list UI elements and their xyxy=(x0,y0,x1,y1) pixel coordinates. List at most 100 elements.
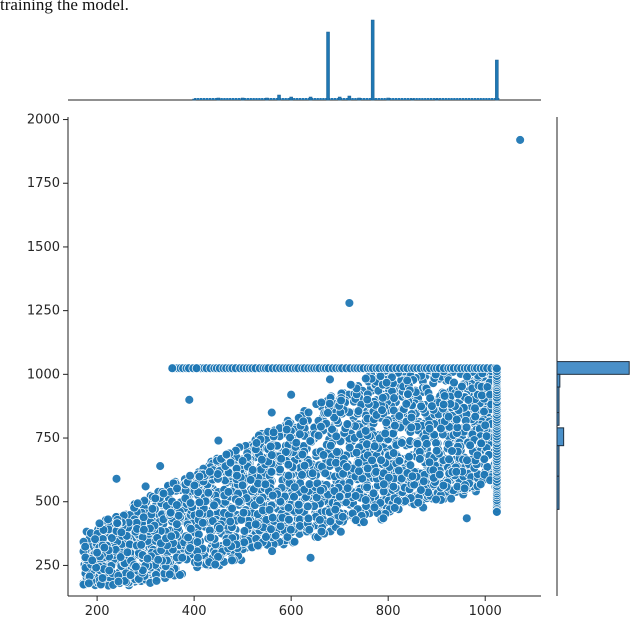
scatter-points xyxy=(78,135,525,591)
scatter-point xyxy=(239,526,250,536)
scatter-point xyxy=(354,466,364,476)
scatter-point xyxy=(342,483,353,493)
scatter-point xyxy=(238,507,249,518)
scatter-point xyxy=(313,430,324,441)
scatter-point xyxy=(424,457,435,468)
top-hist-bar xyxy=(485,98,488,100)
scatter-point xyxy=(462,371,472,382)
scatter-point xyxy=(237,480,248,491)
scatter-point xyxy=(324,398,335,409)
top-hist-bar xyxy=(211,98,215,100)
scatter-point xyxy=(172,500,182,510)
scatter-point xyxy=(136,540,146,550)
top-hist-bar xyxy=(368,98,372,100)
top-hist-bar xyxy=(231,98,235,100)
scatter-point xyxy=(227,503,237,514)
right-hist-bar xyxy=(556,475,560,510)
top-hist-bar xyxy=(476,98,479,100)
scatter-point xyxy=(142,553,153,564)
scatter-point xyxy=(390,420,400,431)
top-hist-bar xyxy=(261,98,264,100)
scatter-point xyxy=(304,525,315,535)
top-hist-bar xyxy=(394,98,398,100)
scatter-point xyxy=(362,463,373,474)
scatter-point xyxy=(479,454,490,464)
scatter-point xyxy=(463,395,474,405)
scatter-point xyxy=(378,393,388,403)
scatter-point xyxy=(353,406,364,416)
top-hist-bar xyxy=(357,97,361,101)
top-hist-bar xyxy=(326,31,330,101)
scatter-point xyxy=(390,503,400,513)
right-hist-bar xyxy=(556,412,560,426)
right-hist-bar xyxy=(556,386,560,414)
scatter-point xyxy=(388,428,398,439)
top-hist-bar xyxy=(287,98,290,100)
scatter-point xyxy=(232,470,242,481)
scatter-point xyxy=(177,552,188,563)
scatter-point xyxy=(284,514,294,525)
top-hist-bar xyxy=(199,98,203,100)
scatter-point xyxy=(336,395,346,406)
top-hist-bar xyxy=(342,98,346,100)
top-hist-bar xyxy=(272,98,276,100)
scatter-point xyxy=(346,380,356,390)
scatter-point xyxy=(412,438,423,449)
scatter-point xyxy=(381,377,392,388)
scatter-point xyxy=(477,390,487,401)
top-hist-bar xyxy=(362,98,366,100)
top-hist-bar xyxy=(298,98,302,100)
scatter-point xyxy=(492,507,502,517)
scatter-point xyxy=(172,519,182,529)
scatter-point xyxy=(281,447,291,457)
scatter-point xyxy=(388,481,399,492)
scatter-point xyxy=(283,502,294,513)
scatter-point xyxy=(194,497,205,508)
scatter-point xyxy=(116,527,127,538)
scatter-point xyxy=(331,431,341,442)
scatter-point xyxy=(353,458,364,468)
scatter-point xyxy=(479,406,489,417)
scatter-point xyxy=(221,537,232,548)
scatter-point xyxy=(425,393,435,403)
top-hist-bar xyxy=(491,98,494,100)
scatter-point xyxy=(185,470,195,481)
scatter-point xyxy=(286,389,296,400)
scatter-point xyxy=(205,467,215,477)
scatter-point xyxy=(275,464,285,475)
x-tick-label: 200 xyxy=(85,604,110,619)
y-tick-label: 1000 xyxy=(27,367,60,382)
top-hist-bar xyxy=(316,98,319,100)
top-hist-bar xyxy=(461,98,465,100)
top-hist-bar xyxy=(333,98,337,100)
scatter-point xyxy=(165,569,175,580)
scatter-point xyxy=(379,479,389,489)
caption-text: training the model. xyxy=(0,0,129,14)
scatter-point xyxy=(402,375,412,386)
scatter-point xyxy=(465,440,475,451)
top-hist-bar xyxy=(360,98,363,100)
scatter-point xyxy=(234,497,244,507)
scatter-point xyxy=(360,495,371,505)
scatter-point xyxy=(221,449,232,460)
scatter-point xyxy=(307,468,318,478)
scatter-point xyxy=(265,441,276,452)
scatter-point xyxy=(153,555,163,565)
scatter-point xyxy=(225,516,235,527)
scatter-point xyxy=(327,424,337,435)
scatter-point xyxy=(406,412,417,423)
scatter-point xyxy=(316,526,327,537)
scatter-point xyxy=(377,405,387,415)
scatter-point xyxy=(461,422,472,433)
scatter-point xyxy=(396,473,407,484)
top-hist-bar xyxy=(226,98,229,100)
scatter-point xyxy=(298,416,309,427)
scatter-point xyxy=(492,363,502,374)
scatter-point xyxy=(303,407,314,418)
top-hist-bar xyxy=(488,98,491,100)
scatter-point xyxy=(183,532,193,543)
scatter-point xyxy=(115,552,126,562)
scatter-point xyxy=(403,389,413,399)
scatter-point xyxy=(283,470,294,481)
scatter-point xyxy=(214,523,225,534)
